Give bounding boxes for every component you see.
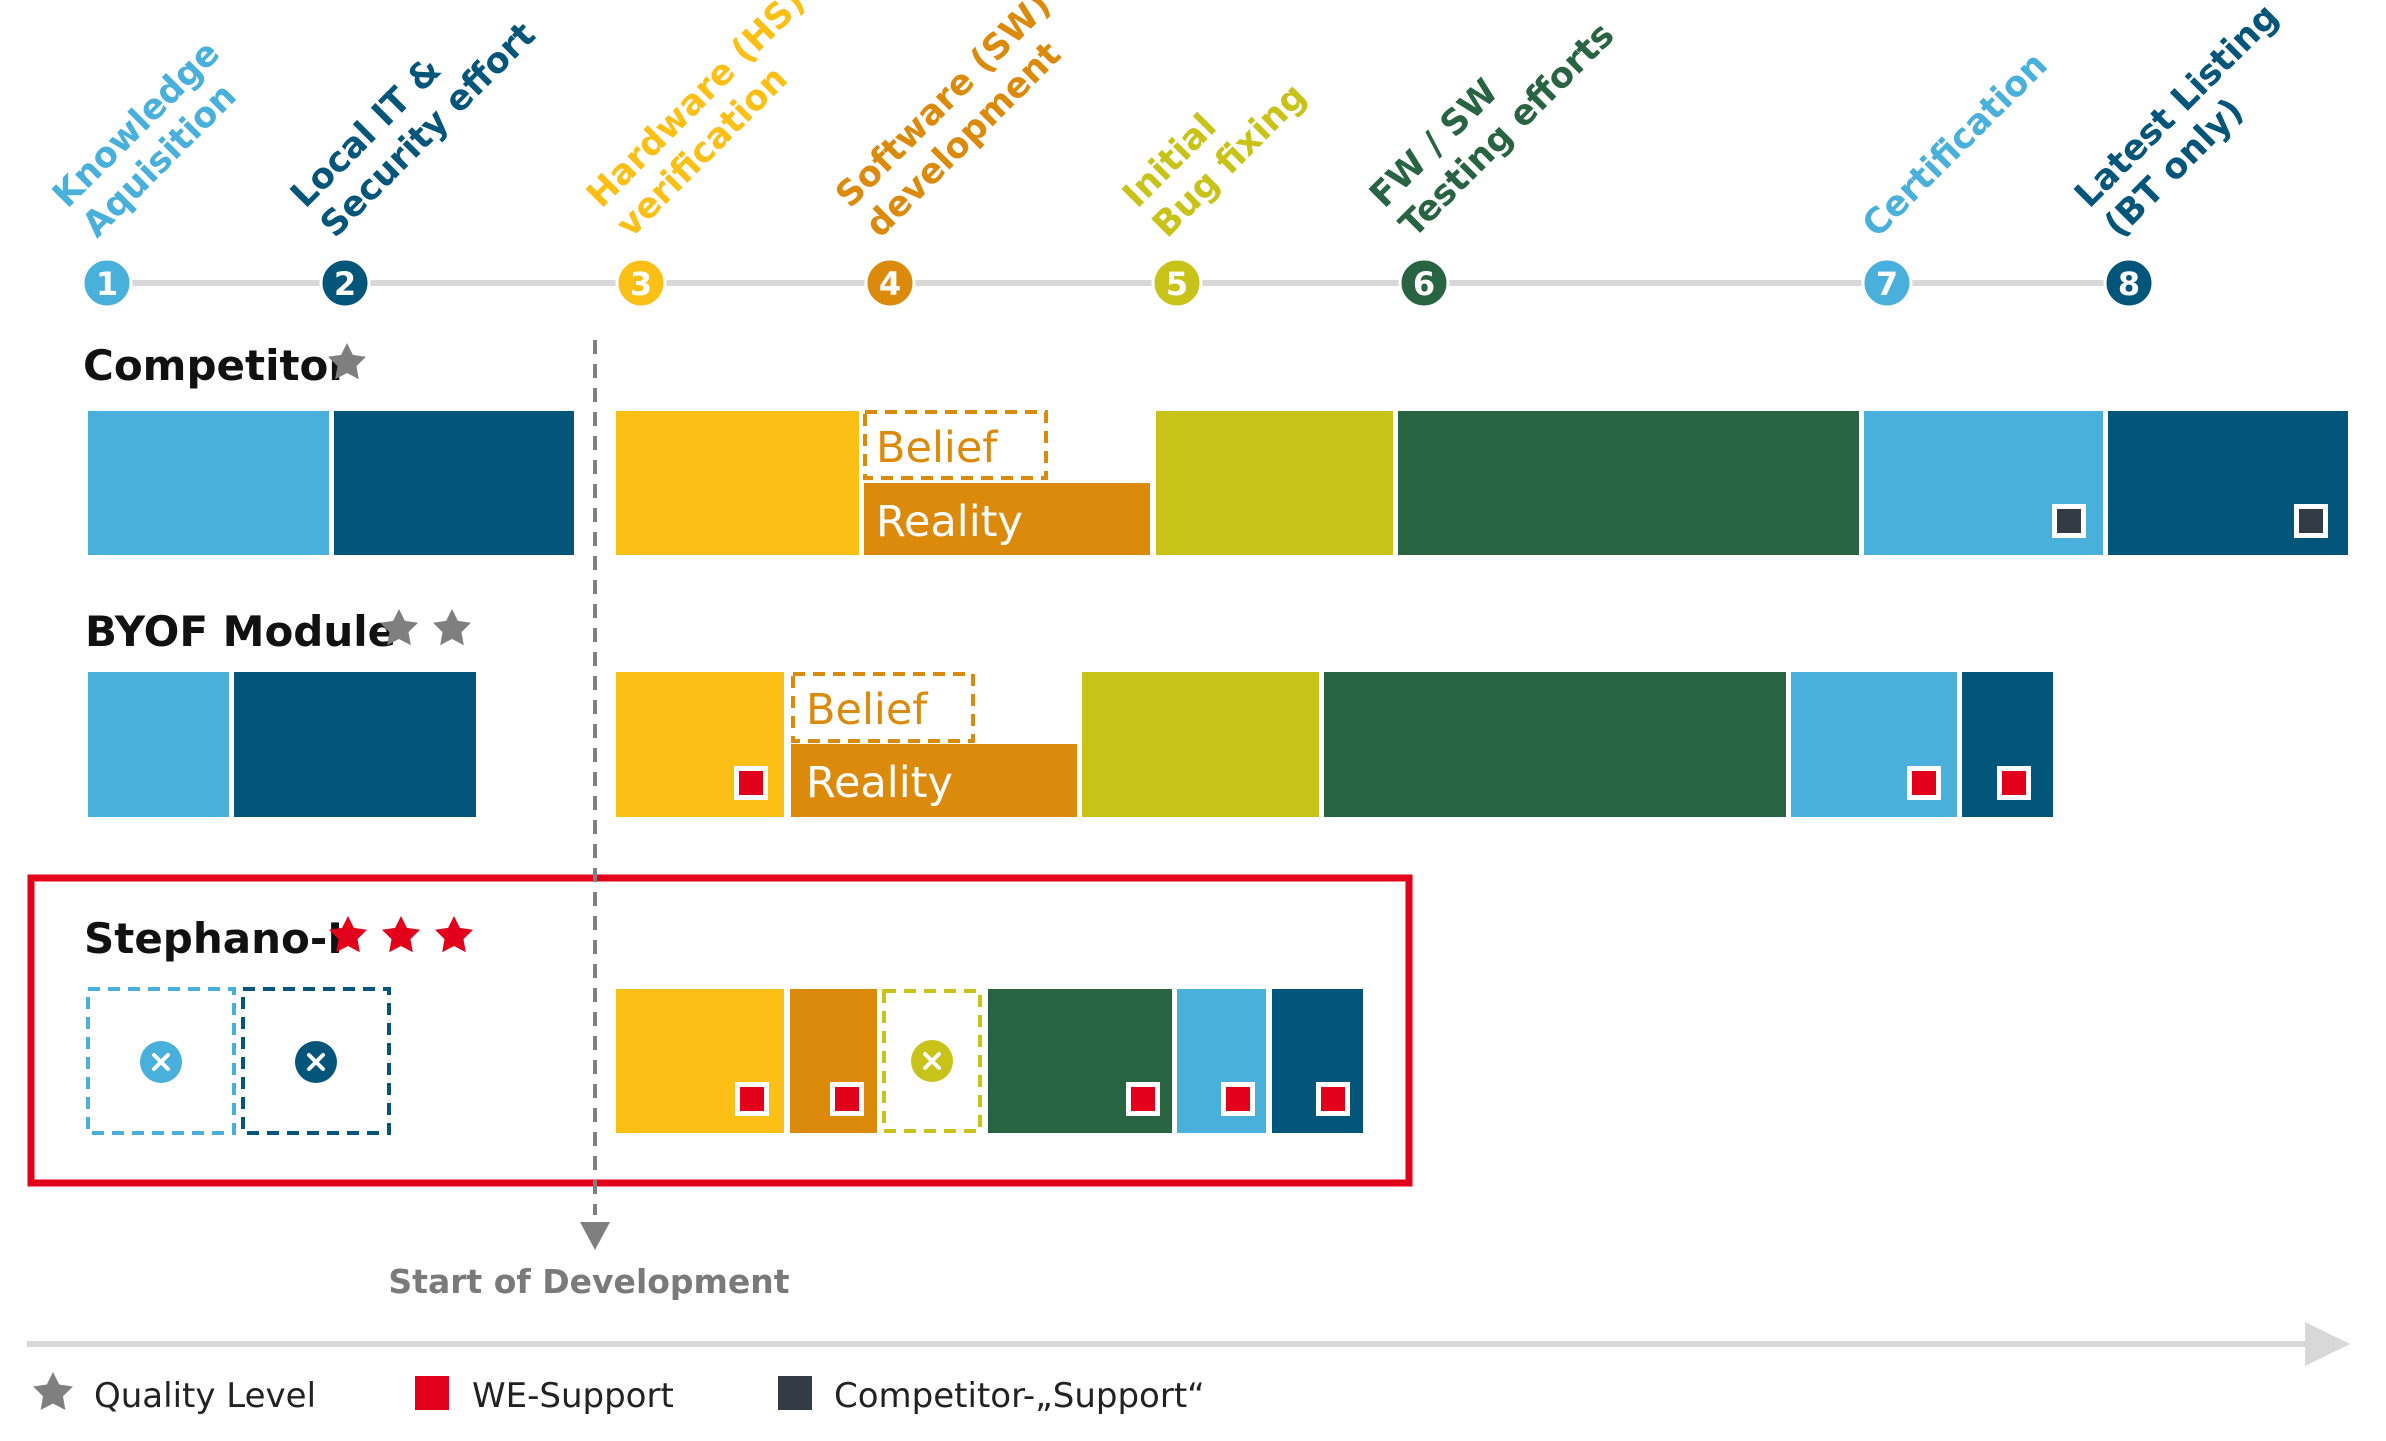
phase-number-6: 6 [1413,265,1435,303]
row-titles: Competitor BYOF Module Stephano-I [83,341,473,963]
competitor-reality-bar [864,483,1150,555]
competitor-testing-bar [1398,411,1859,555]
legend-we-support: WE-Support [472,1376,674,1416]
legend-competitor-support: Competitor-„Support“ [834,1376,1205,1416]
competitor-belief-box [863,410,1048,480]
competitor-belief-label: Belief [876,423,998,473]
phase-label-8: Latest Listing(BT only) [2067,0,2286,245]
we-support-marker [734,766,768,800]
byof-belief-label: Belief [806,685,928,735]
byof-bug-fixing-bar [1082,672,1319,817]
competitor-knowledge-bar [88,411,329,555]
phase-number-7: 7 [1876,265,1898,303]
quality-star-icon [435,916,473,953]
competitor-support-marker [2052,504,2086,538]
row-title-2: Stephano-I [84,914,473,963]
phase-marker-4: 4 [864,257,916,309]
competitor-local-it-bar [334,411,574,555]
time-axis-arrow [2305,1322,2350,1366]
stephano-knowledge-box [86,987,236,1135]
byof-local-it-bar [234,672,476,817]
start-of-development-arrow [580,1222,610,1250]
start-of-development-label: Start of Development [388,1262,789,1301]
byof-reality-bar [791,744,1077,817]
phase-marker-5: 5 [1151,257,1203,309]
close-circle-icon [911,1040,953,1082]
legend-quality-level: Quality Level [94,1376,316,1416]
phase-label-4: Software (SW)development [828,0,1069,245]
competitor-support-marker [2294,504,2328,538]
we-support-marker [1997,766,2031,800]
competitor-bug-fixing-bar [1156,411,1393,555]
we-support-marker [1907,766,1941,800]
phase-marker-6: 6 [1398,257,1450,309]
legend-star-icon [33,1372,73,1411]
we-support-marker [830,1082,864,1116]
close-circle-icon [140,1041,182,1083]
phase-number-3: 3 [630,265,652,303]
byof-belief-box [791,672,975,743]
competitor-reality-label: Reality [876,497,1023,547]
row-title-1: BYOF Module [85,607,471,656]
we-support-marker [1221,1082,1255,1116]
we-support-marker [1126,1082,1160,1116]
phase-marker-7: 7 [1861,257,1913,309]
phase-number-1: 1 [96,265,118,303]
close-circle-icon [295,1041,337,1083]
byof-knowledge-bar [88,672,229,817]
phase-number-4: 4 [879,265,901,303]
we-support-marker [735,1082,769,1116]
quality-star-icon [382,916,420,953]
row-name: Competitor [83,341,349,390]
phase-label-line: Certification [1855,45,2055,245]
phase-marker-8: 8 [2103,257,2155,309]
phase-label-7: Certification [1855,45,2055,245]
stephano-local-it-box [241,987,391,1135]
byof-reality-label: Reality [806,758,953,808]
bars: Belief Reality Belief Reality [86,410,2348,1135]
we-support-marker [1316,1082,1350,1116]
quality-star-icon [433,609,471,646]
stephano-highlight-frame [27,874,1413,1187]
phase-label-3: Hardware (HS)verification [579,0,813,245]
legend-competitor-support-swatch [778,1376,812,1410]
phase-marker-3: 3 [615,257,667,309]
phase-label-2: Local IT &Security effort [283,15,543,245]
phase-marker-1: 1 [81,257,133,309]
phase-number-5: 5 [1166,265,1188,303]
competitor-hardware-bar [616,411,859,555]
phase-number-2: 2 [334,265,356,303]
phase-marker-2: 2 [319,257,371,309]
row-title-0: Competitor [83,341,366,390]
legend: Quality Level WE-Support Competitor-„Sup… [33,1372,1205,1416]
row-name: Stephano-I [84,914,343,963]
row-name: BYOF Module [85,607,396,656]
phase-number-8: 8 [2118,265,2140,303]
phase-markers: 1 2 3 4 5 6 7 8 [81,257,2155,309]
legend-we-support-swatch [415,1376,449,1410]
stephano-bug-fixing-box [882,989,982,1133]
byof-testing-bar [1324,672,1786,817]
